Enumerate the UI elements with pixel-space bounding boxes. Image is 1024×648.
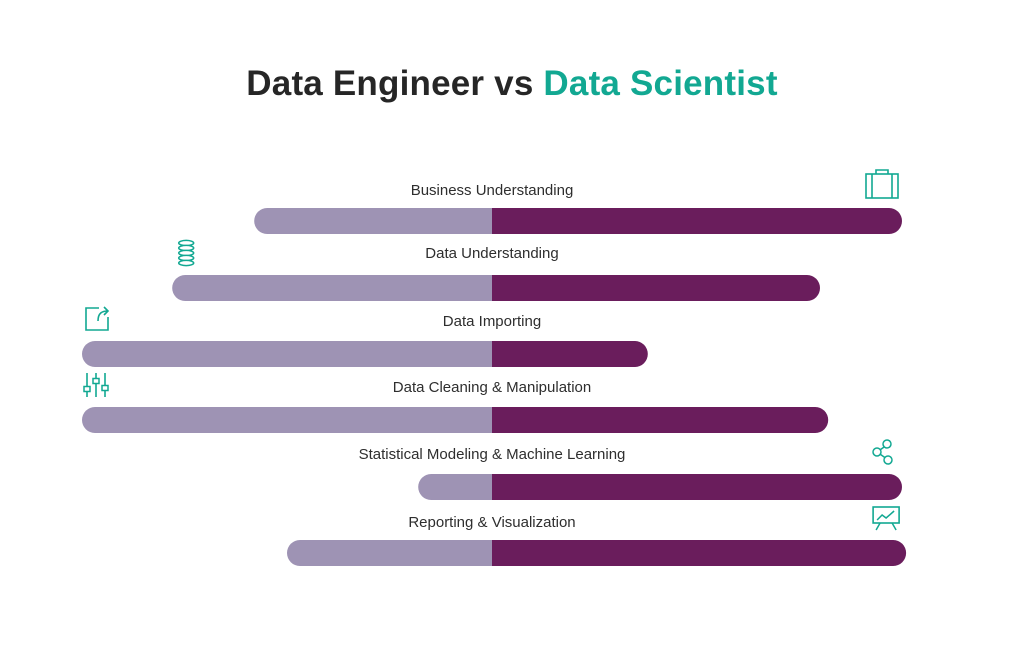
title-part-scientist: Data Scientist [543, 64, 778, 103]
board-frame [872, 506, 900, 524]
network-node [883, 455, 893, 465]
import-arrow-line [97, 310, 109, 322]
briefcase-handle [875, 169, 889, 174]
network-icon [872, 439, 893, 465]
bar-scientist [492, 540, 907, 566]
slider-knob [101, 384, 109, 392]
briefcase-body [865, 173, 899, 199]
network-node [872, 447, 882, 457]
bar-engineer [418, 474, 492, 500]
category-label: Data Cleaning & Manipulation [393, 379, 591, 396]
category-label: Statistical Modeling & Machine Learning [359, 446, 626, 463]
import-icon [85, 306, 110, 331]
bar-scientist [492, 474, 902, 500]
title-part-engineer: Data Engineer vs [246, 64, 544, 103]
bar-engineer [254, 208, 492, 234]
presentation-chart-icon [872, 506, 900, 531]
chart-title: Data Engineer vs Data Scientist [0, 64, 1024, 104]
bar-scientist [492, 208, 902, 234]
bar-scientist [492, 407, 829, 433]
bar-engineer [172, 275, 492, 301]
network-node [882, 439, 892, 449]
import-arrow-head [103, 306, 110, 316]
slider-knob [92, 377, 100, 385]
briefcase-icon [865, 169, 899, 199]
bar-engineer [82, 341, 492, 367]
slider-knob [83, 385, 91, 393]
category-label: Data Importing [443, 313, 541, 330]
bar-engineer [287, 540, 492, 566]
sliders-icon [83, 373, 109, 397]
import-frame [85, 307, 109, 331]
bar-scientist [492, 341, 648, 367]
category-label: Reporting & Visualization [408, 514, 575, 531]
board-trend-line [876, 510, 895, 521]
category-label: Business Understanding [411, 182, 574, 199]
bar-scientist [492, 275, 820, 301]
category-label: Data Understanding [425, 245, 558, 262]
database-icon [177, 239, 195, 267]
board-leg [891, 522, 897, 531]
database-disk [177, 259, 195, 267]
bar-engineer [82, 407, 492, 433]
board-leg [875, 522, 881, 531]
